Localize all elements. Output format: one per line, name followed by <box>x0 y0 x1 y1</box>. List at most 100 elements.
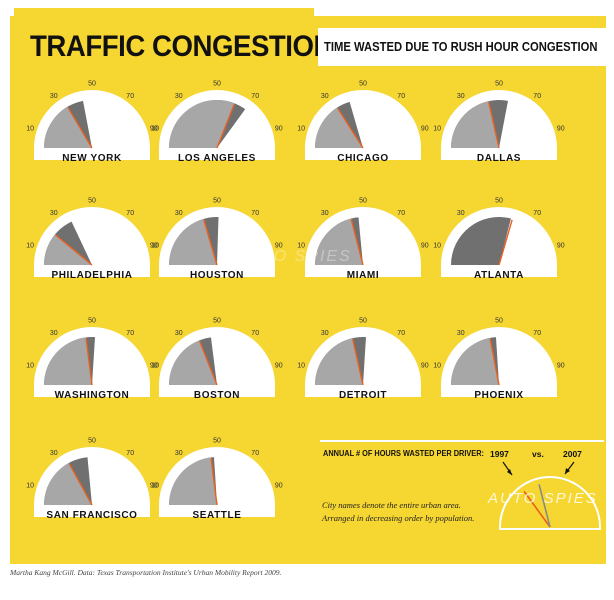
tick-label: 50 <box>88 81 96 88</box>
tick-label: 90 <box>421 362 429 369</box>
legend-vs: vs. <box>532 449 544 459</box>
city-label: SEATTLE <box>192 510 241 521</box>
bar-1997 <box>169 340 217 385</box>
tick-label: 70 <box>251 93 259 100</box>
tick-label: 10 <box>26 242 34 249</box>
bar-1997 <box>44 106 92 148</box>
tick-label: 30 <box>321 93 329 100</box>
tick-label: 10 <box>297 242 305 249</box>
tick-label: 50 <box>495 318 503 325</box>
needle-1997 <box>498 219 513 266</box>
tick-label: 30 <box>175 330 183 337</box>
tick-label: 70 <box>397 210 405 217</box>
tick-label: 90 <box>421 242 429 249</box>
tick-label: 30 <box>50 330 58 337</box>
gauge-houston: 10 30 50 70 90 HOUSTON <box>151 198 283 282</box>
tick-label: 30 <box>50 93 58 100</box>
tick-label: 50 <box>213 198 221 205</box>
tick-label: 30 <box>457 330 465 337</box>
tick-label: 50 <box>88 438 96 445</box>
tick-label: 10 <box>151 482 159 489</box>
gauge-seattle: 10 30 50 70 90 SEATTLE <box>151 438 283 522</box>
tick-label: 30 <box>175 450 183 457</box>
gauge-dallas: 10 30 50 70 90 DALLAS <box>433 81 565 165</box>
legend-divider <box>320 440 604 442</box>
credit-line: Martha Kang McGill. Data: Texas Transpor… <box>10 568 282 577</box>
needle-1997 <box>55 234 93 266</box>
tick-label: 10 <box>26 362 34 369</box>
title-box: TRAFFIC CONGESTION <box>14 8 333 63</box>
bar-1997 <box>315 338 363 385</box>
bar-1997 <box>44 234 92 265</box>
note-line-1: City names denote the entire urban area. <box>322 500 461 510</box>
tick-label: 90 <box>275 125 283 132</box>
tick-label: 50 <box>359 198 367 205</box>
tick-label: 70 <box>126 210 134 217</box>
tick-label: 90 <box>275 482 283 489</box>
needle-1997 <box>67 107 93 149</box>
bar-1997 <box>451 101 499 148</box>
bar-1997 <box>315 107 363 148</box>
tick-label: 10 <box>151 242 159 249</box>
needle-1997 <box>488 101 500 149</box>
legend-needle-2007 <box>538 484 551 528</box>
bar-1997 <box>44 462 92 505</box>
city-label: LOS ANGELES <box>178 153 256 164</box>
watermark-text: AUTO SPIES <box>236 248 352 265</box>
tick-label: 50 <box>88 198 96 205</box>
tick-label: 70 <box>251 210 259 217</box>
gauge-miami: 10 30 50 70 90 MIAMI <box>297 198 429 282</box>
tick-label: 50 <box>495 198 503 205</box>
gauge-chicago: 10 30 50 70 90 CHICAGO <box>297 81 429 165</box>
legend-label: ANNUAL # OF HOURS WASTED PER DRIVER: <box>323 449 484 458</box>
city-label: MIAMI <box>347 270 379 281</box>
tick-label: 90 <box>275 362 283 369</box>
tick-label: 30 <box>457 210 465 217</box>
tick-label: 50 <box>213 438 221 445</box>
bar-1997 <box>315 218 363 265</box>
tick-label: 30 <box>50 210 58 217</box>
legend-dial-outline <box>499 476 601 530</box>
city-label: PHILADELPHIA <box>51 270 132 281</box>
tick-label: 50 <box>359 81 367 88</box>
city-label: HOUSTON <box>190 270 244 281</box>
tick-label: 30 <box>321 330 329 337</box>
tick-label: 50 <box>88 318 96 325</box>
gauge-washington: 10 30 50 70 90 WASHINGTON <box>26 318 158 402</box>
watermark-text-2: AUTO SPIES <box>488 490 598 507</box>
tick-label: 70 <box>126 450 134 457</box>
needle-1997 <box>210 458 218 506</box>
tick-label: 90 <box>421 125 429 132</box>
tick-label: 70 <box>533 93 541 100</box>
bar-1997 <box>169 218 217 265</box>
city-label: SAN FRANCISCO <box>46 510 137 521</box>
tick-label: 10 <box>297 125 305 132</box>
tick-label: 10 <box>151 362 159 369</box>
tick-label: 70 <box>397 330 405 337</box>
tick-label: 30 <box>457 93 465 100</box>
city-label: BOSTON <box>194 390 240 401</box>
tick-label: 90 <box>150 242 158 249</box>
tick-label: 30 <box>321 210 329 217</box>
bar-2007 <box>451 217 511 265</box>
tick-label: 90 <box>150 362 158 369</box>
gauge-atlanta: 10 30 50 70 90 ATLANTA <box>433 198 565 282</box>
needle-1997 <box>350 219 364 266</box>
tick-label: 10 <box>151 125 159 132</box>
city-label: NEW YORK <box>62 153 122 164</box>
tick-label: 50 <box>213 318 221 325</box>
tick-label: 30 <box>175 210 183 217</box>
tick-label: 90 <box>557 362 565 369</box>
tick-label: 70 <box>251 330 259 337</box>
tick-label: 70 <box>126 330 134 337</box>
page-subtitle: TIME WASTED DUE TO RUSH HOUR CONGESTION <box>324 40 598 54</box>
needle-1997 <box>337 107 364 149</box>
bar-1997 <box>169 99 235 148</box>
tick-label: 70 <box>533 210 541 217</box>
gauge-philadelphia: 10 30 50 70 90 PHILADELPHIA <box>26 198 158 282</box>
tick-label: 90 <box>275 242 283 249</box>
gauge-san-francisco: 10 30 50 70 90 SAN FRANCISCO <box>26 438 158 522</box>
bar-1997 <box>451 337 499 385</box>
tick-label: 10 <box>433 362 441 369</box>
tick-label: 90 <box>557 242 565 249</box>
